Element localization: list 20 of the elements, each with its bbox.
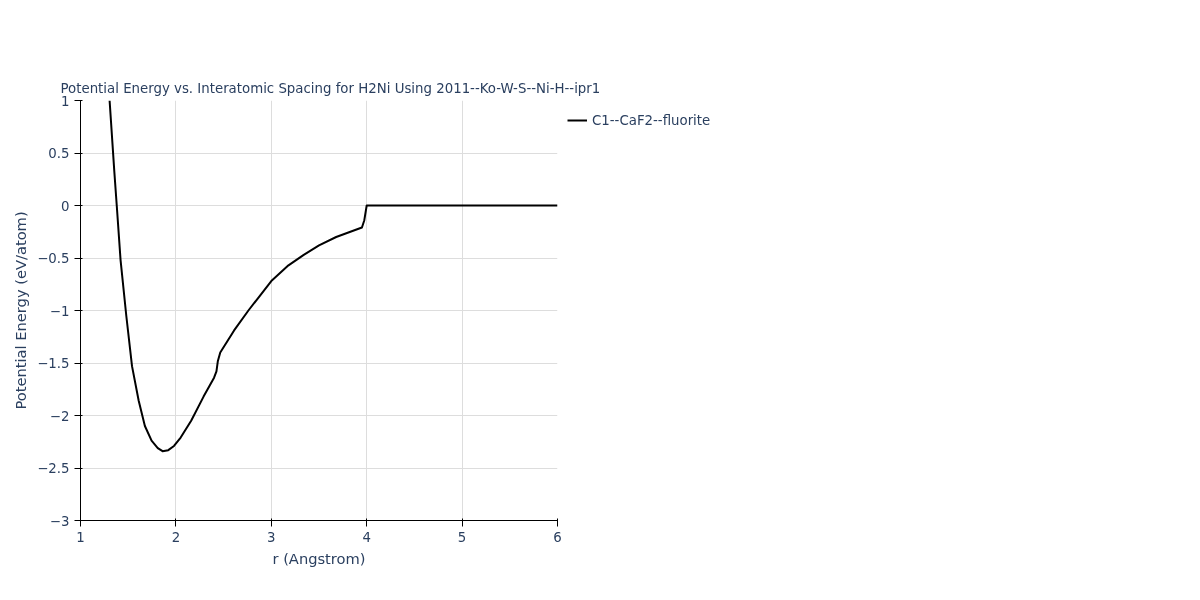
y-tick-label: 1 xyxy=(61,93,70,109)
y-tick-label: −1.5 xyxy=(37,356,70,371)
chart-title: Potential Energy vs. Interatomic Spacing for H2Ni Using 2011--Ko-W-S--Ni-H--ipr1 xyxy=(60,80,601,96)
y-axis-title: Potential Energy (eV/atom) xyxy=(12,211,30,410)
x-tick-label: 2 xyxy=(171,529,181,545)
x-axis-title: r (Angstrom) xyxy=(272,549,366,567)
legend-label: C1--CaF2--fluorite xyxy=(592,112,711,128)
x-tick-label: 5 xyxy=(457,529,467,545)
y-tick-label: −0.5 xyxy=(37,251,70,266)
y-tick-label: −2 xyxy=(49,408,70,424)
x-tick-label: 1 xyxy=(76,529,85,545)
x-tick-label: 4 xyxy=(362,529,371,545)
x-tick-label: 6 xyxy=(553,529,562,545)
y-tick-label: 0 xyxy=(61,198,70,214)
y-tick-label: −2.5 xyxy=(37,461,70,476)
line-series xyxy=(108,100,558,453)
x-tick-label: 3 xyxy=(267,529,276,545)
y-tick-label: 0.5 xyxy=(48,146,70,161)
y-tick-label: −3 xyxy=(49,513,70,529)
y-tick-label: −1 xyxy=(49,303,70,319)
